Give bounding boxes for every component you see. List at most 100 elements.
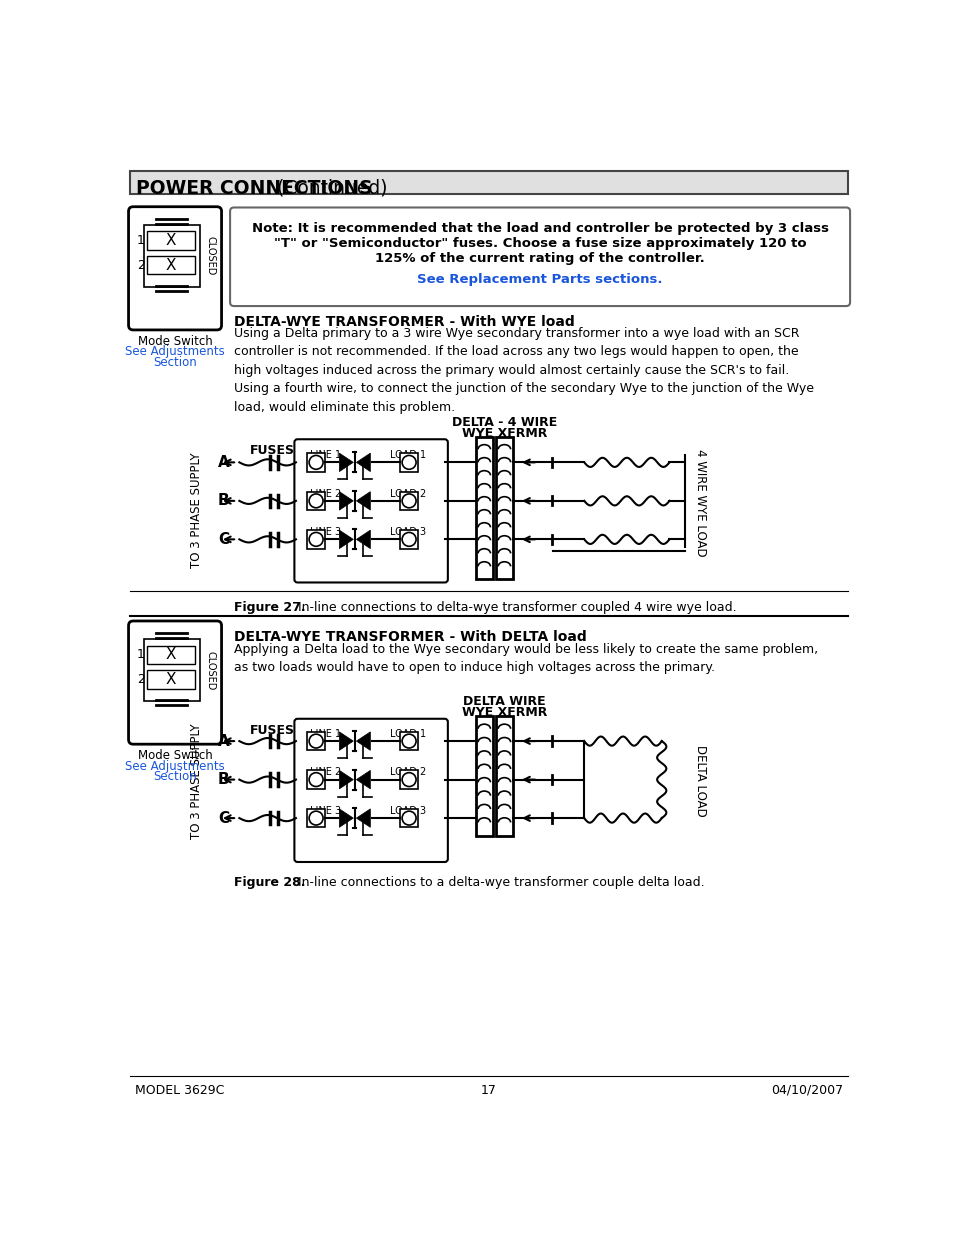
Text: See Adjustments: See Adjustments — [125, 760, 225, 773]
Text: See Adjustments: See Adjustments — [125, 346, 225, 358]
Circle shape — [402, 734, 416, 748]
Circle shape — [402, 811, 416, 825]
Text: LOAD 1: LOAD 1 — [390, 450, 426, 461]
Bar — [307, 732, 325, 751]
Text: X: X — [166, 647, 176, 662]
Polygon shape — [339, 732, 353, 751]
Text: LOAD 3: LOAD 3 — [390, 805, 426, 816]
Text: MODEL 3629C: MODEL 3629C — [134, 1084, 224, 1097]
Text: LINE 3: LINE 3 — [310, 527, 340, 537]
Text: A: A — [218, 734, 230, 748]
Circle shape — [309, 494, 323, 508]
Text: WYE XFRMR: WYE XFRMR — [461, 705, 546, 719]
Text: FUSES: FUSES — [250, 443, 294, 457]
FancyBboxPatch shape — [129, 621, 221, 745]
Circle shape — [402, 494, 416, 508]
Text: 2: 2 — [137, 259, 145, 272]
Text: Using a Delta primary to a 3 wire Wye secondary transformer into a wye load with: Using a Delta primary to a 3 wire Wye se… — [233, 327, 813, 414]
FancyBboxPatch shape — [294, 719, 447, 862]
Text: DELTA-WYE TRANSFORMER - With WYE load: DELTA-WYE TRANSFORMER - With WYE load — [233, 315, 574, 329]
Polygon shape — [356, 530, 370, 548]
Text: Mode Switch: Mode Switch — [137, 335, 213, 347]
Text: Section: Section — [153, 771, 196, 783]
Text: In-line connections to a delta-wye transformer couple delta load.: In-line connections to a delta-wye trans… — [290, 876, 703, 889]
Text: In-line connections to delta-wye transformer coupled 4 wire wye load.: In-line connections to delta-wye transfo… — [290, 601, 736, 614]
Text: DELTA WIRE: DELTA WIRE — [462, 695, 545, 708]
Text: DELTA LOAD: DELTA LOAD — [693, 745, 706, 818]
Bar — [476, 437, 493, 579]
Polygon shape — [339, 492, 353, 510]
FancyBboxPatch shape — [230, 207, 849, 306]
Bar — [496, 437, 513, 579]
Polygon shape — [356, 492, 370, 510]
Text: WYE XFRMR: WYE XFRMR — [461, 427, 546, 440]
Bar — [307, 492, 325, 510]
Circle shape — [402, 773, 416, 787]
Bar — [147, 231, 195, 249]
Bar — [399, 732, 418, 751]
Bar — [307, 453, 325, 472]
Bar — [147, 646, 195, 664]
Polygon shape — [356, 771, 370, 789]
Text: C: C — [218, 810, 230, 826]
Circle shape — [309, 811, 323, 825]
Circle shape — [309, 456, 323, 469]
Bar — [144, 640, 199, 701]
Text: LINE 2: LINE 2 — [310, 489, 341, 499]
Text: 04/10/2007: 04/10/2007 — [770, 1084, 842, 1097]
Text: B: B — [218, 772, 230, 787]
Text: C: C — [218, 532, 230, 547]
Text: TO 3 PHASE SUPPLY: TO 3 PHASE SUPPLY — [190, 724, 203, 839]
Text: X: X — [166, 672, 176, 687]
Circle shape — [309, 532, 323, 546]
Text: 17: 17 — [480, 1084, 497, 1097]
Text: See Replacement Parts sections.: See Replacement Parts sections. — [416, 273, 662, 287]
Text: LOAD 2: LOAD 2 — [390, 489, 426, 499]
Text: DELTA - 4 WIRE: DELTA - 4 WIRE — [452, 416, 557, 429]
Text: LINE 2: LINE 2 — [310, 767, 341, 777]
Text: X: X — [166, 233, 176, 248]
Bar — [399, 453, 418, 472]
Bar — [147, 256, 195, 274]
Text: LINE 1: LINE 1 — [310, 450, 340, 461]
Text: LINE 1: LINE 1 — [310, 729, 340, 739]
Text: Figure 27.: Figure 27. — [233, 601, 305, 614]
Circle shape — [309, 734, 323, 748]
Bar — [399, 530, 418, 548]
Polygon shape — [356, 732, 370, 751]
Polygon shape — [339, 771, 353, 789]
Text: Note: It is recommended that the load and controller be protected by 3 class
"T": Note: It is recommended that the load an… — [252, 222, 828, 266]
Bar — [147, 671, 195, 689]
Text: Section: Section — [153, 356, 196, 369]
Polygon shape — [339, 530, 353, 548]
Bar — [476, 716, 493, 836]
Bar — [130, 172, 847, 194]
Polygon shape — [356, 809, 370, 827]
Text: CLOSED: CLOSED — [206, 236, 215, 275]
Text: LOAD 1: LOAD 1 — [390, 729, 426, 739]
Text: X: X — [166, 258, 176, 273]
Bar — [307, 771, 325, 789]
Bar — [496, 716, 513, 836]
Text: Mode Switch: Mode Switch — [137, 748, 213, 762]
Text: LOAD 2: LOAD 2 — [390, 767, 426, 777]
Polygon shape — [339, 453, 353, 472]
FancyBboxPatch shape — [129, 206, 221, 330]
Bar — [307, 809, 325, 827]
Circle shape — [402, 532, 416, 546]
Text: FUSES: FUSES — [250, 724, 294, 737]
Text: CLOSED: CLOSED — [206, 651, 215, 690]
Text: TO 3 PHASE SUPPLY: TO 3 PHASE SUPPLY — [190, 452, 203, 568]
Text: B: B — [218, 493, 230, 509]
Bar — [399, 809, 418, 827]
Bar — [399, 492, 418, 510]
Bar — [144, 225, 199, 287]
Text: A: A — [218, 454, 230, 469]
Text: 4 WIRE WYE LOAD: 4 WIRE WYE LOAD — [693, 448, 706, 556]
Text: Applying a Delta load to the Wye secondary would be less likely to create the sa: Applying a Delta load to the Wye seconda… — [233, 642, 818, 674]
Polygon shape — [356, 453, 370, 472]
Circle shape — [309, 773, 323, 787]
Bar — [307, 530, 325, 548]
Polygon shape — [339, 809, 353, 827]
Text: 1: 1 — [137, 235, 145, 247]
